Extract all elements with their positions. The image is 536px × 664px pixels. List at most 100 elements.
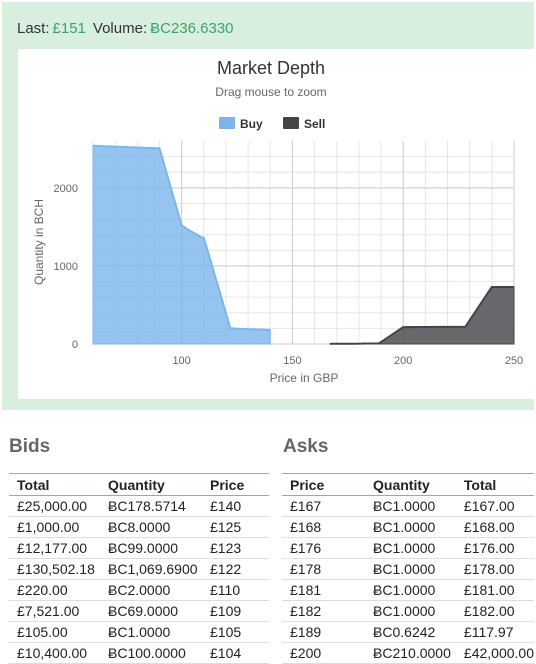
asks-row[interactable]: £200 ɃC210.0000 £42,000.00 (282, 642, 534, 664)
asks-row[interactable]: £182 ɃC1.0000 £182.00 (282, 600, 534, 622)
chart-axes: 100 150 200 250 0 1000 2000 (54, 183, 524, 367)
bids-header-row: Total Quantity Price (9, 473, 269, 496)
bids-cell-price: £122 (202, 558, 269, 580)
bids-cell-quantity: ɃC1,069.6900 (100, 558, 202, 580)
asks-cell-quantity: ɃC1.0000 (365, 516, 456, 538)
market-summary-panel: Last: £151 Volume: ɃC236.6330 Market Depth … (2, 2, 536, 410)
asks-header-total: Total (455, 473, 534, 496)
asks-cell-quantity: ɃC1.0000 (365, 537, 456, 559)
x-tick-label: 200 (394, 355, 412, 367)
y-tick-label: 2000 (54, 183, 78, 195)
bids-cell-quantity: ɃC99.0000 (100, 537, 202, 559)
volume-label: Volume: (92, 20, 148, 37)
asks-table: Price Quantity Total £167 ɃC1.0000 £167.00 £1… (282, 473, 534, 664)
bids-row[interactable]: £1,000.00 ɃC8.0000 £125 (9, 516, 269, 538)
asks-cell-price: £167 (282, 495, 366, 517)
asks-header-row: Price Quantity Total (282, 473, 534, 496)
bids-header-quantity: Quantity (100, 473, 202, 496)
market-depth-chart-card: Market Depth Drag mouse to zoom Buy Sell … (18, 49, 536, 399)
y-tick-label: 0 (72, 339, 78, 351)
bids-cell-total: £7,521.00 (9, 600, 100, 622)
bids-body: £25,000.00 ɃC178.5714 £140 £1,000.00 ɃC8.000… (9, 495, 269, 664)
asks-row[interactable]: £168 ɃC1.0000 £168.00 (282, 516, 534, 538)
asks-cell-total: £42,000.00 (455, 642, 534, 664)
asks-cell-price: £178 (282, 558, 366, 580)
asks-cell-price: £189 (282, 621, 366, 643)
asks-cell-total: £168.00 (455, 516, 534, 538)
asks-title: Asks (283, 436, 329, 457)
bids-row[interactable]: £12,177.00 ɃC99.0000 £123 (9, 537, 269, 559)
bids-row[interactable]: £220.00 ɃC2.0000 £110 (9, 579, 269, 601)
asks-header-quantity: Quantity (365, 473, 456, 496)
bids-row[interactable]: £7,521.00 ɃC69.0000 £109 (9, 600, 269, 622)
bids-cell-quantity: ɃC178.5714 (100, 495, 202, 517)
chart-legend: Buy Sell (219, 117, 325, 131)
bids-row[interactable]: £10,400.00 ɃC100.0000 £104 (9, 642, 269, 664)
bids-row[interactable]: £25,000.00 ɃC178.5714 £140 (9, 495, 269, 517)
bids-row[interactable]: £130,502.18 ɃC1,069.6900 £122 (9, 558, 269, 580)
chart-subtitle: Drag mouse to zoom (215, 85, 326, 99)
x-tick-label: 100 (172, 355, 190, 367)
bids-cell-total: £10,400.00 (9, 642, 100, 664)
bids-cell-total: £12,177.00 (9, 537, 100, 559)
asks-cell-total: £178.00 (455, 558, 534, 580)
asks-cell-quantity: ɃC1.0000 (365, 600, 456, 622)
chart-title: Market Depth (217, 58, 325, 78)
asks-cell-price: £168 (282, 516, 366, 538)
y-tick-label: 1000 (54, 261, 78, 273)
asks-body: £167 ɃC1.0000 £167.00 £168 ɃC1.0000 £168.00 £1… (282, 495, 534, 664)
bids-cell-price: £105 (202, 621, 269, 643)
bids-row[interactable]: £105.00 ɃC1.0000 £105 (9, 621, 269, 643)
last-price-value: £151 (52, 20, 86, 37)
bids-cell-quantity: ɃC69.0000 (100, 600, 202, 622)
bids-cell-total: £220.00 (9, 579, 100, 601)
bids-cell-price: £123 (202, 537, 269, 559)
chart-plot-area (92, 144, 515, 345)
asks-row[interactable]: £181 ɃC1.0000 £181.00 (282, 579, 534, 601)
asks-cell-total: £182.00 (455, 600, 534, 622)
series-line-buy (92, 144, 271, 331)
bids-cell-quantity: ɃC8.0000 (100, 516, 202, 538)
legend-label-sell: Sell (304, 117, 325, 131)
bids-cell-total: £25,000.00 (9, 495, 100, 517)
bids-cell-quantity: ɃC1.0000 (100, 621, 202, 643)
market-depth-chart[interactable]: Market Depth Drag mouse to zoom Buy Sell … (18, 49, 536, 399)
x-axis-label: Price in GBP (270, 371, 339, 385)
bids-cell-quantity: ɃC100.0000 (100, 642, 202, 664)
bids-header-price: Price (202, 473, 269, 496)
asks-cell-quantity: ɃC1.0000 (365, 495, 456, 517)
legend-item-buy[interactable]: Buy (219, 117, 263, 131)
bids-cell-price: £110 (202, 579, 269, 601)
bids-header-total: Total (9, 473, 100, 496)
bids-cell-price: £140 (202, 495, 269, 517)
asks-row[interactable]: £189 ɃC0.6242 £117.97 (282, 621, 534, 643)
series-line-sell (330, 286, 514, 345)
x-tick-label: 150 (283, 355, 301, 367)
last-price-label: Last: (17, 20, 50, 37)
asks-cell-total: £117.97 (455, 621, 534, 643)
bids-cell-total: £105.00 (9, 621, 100, 643)
legend-swatch-buy (219, 117, 235, 129)
bids-title: Bids (9, 436, 51, 457)
asks-row[interactable]: £167 ɃC1.0000 £167.00 (282, 495, 534, 517)
asks-row[interactable]: £178 ɃC1.0000 £178.00 (282, 558, 534, 580)
y-axis-label: Quantity in BCH (32, 199, 46, 285)
asks-cell-total: £176.00 (455, 537, 534, 559)
asks-cell-price: £200 (282, 642, 366, 664)
asks-row[interactable]: £176 ɃC1.0000 £176.00 (282, 537, 534, 559)
asks-header-price: Price (282, 473, 366, 496)
asks-cell-quantity: ɃC1.0000 (365, 558, 456, 580)
asks-cell-price: £182 (282, 600, 366, 622)
asks-cell-quantity: ɃC210.0000 (365, 642, 456, 664)
asks-cell-price: £181 (282, 579, 366, 601)
x-tick-label: 250 (505, 355, 523, 367)
asks-cell-quantity: ɃC0.6242 (365, 621, 456, 643)
bids-cell-price: £104 (202, 642, 269, 664)
bids-cell-total: £1,000.00 (9, 516, 100, 538)
asks-cell-price: £176 (282, 537, 366, 559)
asks-cell-total: £167.00 (455, 495, 534, 517)
asks-cell-total: £181.00 (455, 579, 534, 601)
ticker-bar: Last: £151 Volume: ɃC236.6330 (17, 20, 241, 37)
legend-item-sell[interactable]: Sell (283, 117, 325, 131)
bids-table: Total Quantity Price £25,000.00 ɃC178.5714 £… (9, 473, 269, 664)
